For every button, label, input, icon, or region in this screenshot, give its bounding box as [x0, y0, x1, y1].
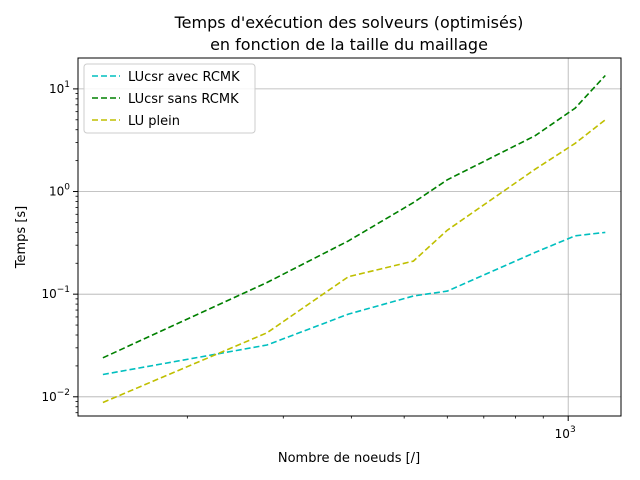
- plot-frame: [77, 57, 622, 417]
- legend-label-lucsr-sans-rcmk: LUcsr sans RCMK: [128, 92, 239, 107]
- chart-title-line-2: en fonction de la taille du maillage: [210, 35, 488, 54]
- y-tick-label: 10−1: [41, 285, 70, 301]
- legend-label-lucsr-avec-rcmk: LUcsr avec RCMK: [128, 70, 240, 85]
- legend-box: [83, 63, 256, 134]
- series-line-lucsr-sans-rcmk: [102, 74, 606, 359]
- y-tick-label: 100: [49, 183, 70, 199]
- legend: LUcsr avec RCMK LUcsr sans RCMK LU plein: [83, 63, 256, 134]
- y-tick-label: 10−2: [41, 388, 70, 404]
- legend-label-lu-plein: LU plein: [128, 114, 180, 129]
- series-line-lucsr-avec-rcmk: [102, 231, 606, 376]
- series-line-lu-plein: [102, 119, 606, 404]
- y-tick-label: 101: [49, 80, 70, 96]
- x-axis-label: Nombre de noeuds [/]: [278, 451, 420, 466]
- x-tick-label: 103: [555, 425, 576, 441]
- y-axis-label: Temps [s]: [14, 206, 29, 269]
- chart-title-line-1: Temps d'exécution des solveurs (optimisé…: [174, 13, 524, 32]
- series-lines: [102, 74, 606, 404]
